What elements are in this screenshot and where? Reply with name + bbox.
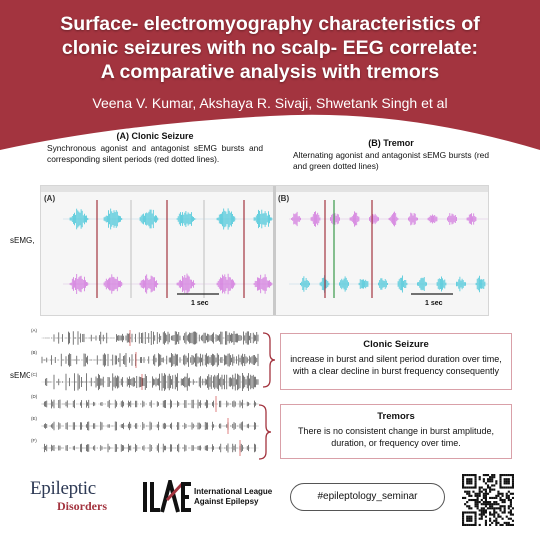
- brace-tremor: [258, 404, 272, 460]
- scale-label-a: 1 sec: [191, 300, 209, 307]
- trace-row: [41, 399, 259, 409]
- trace-label: (C): [31, 372, 38, 377]
- hashtag-pill[interactable]: #epileptology_seminar: [290, 483, 445, 511]
- caption-clonic-seizure: (A) Clonic Seizure Synchronous agonist a…: [47, 131, 263, 165]
- burst-b-top: [388, 211, 399, 227]
- figure-letter-a: (A): [44, 194, 56, 203]
- ilae-mark-icon: [143, 480, 191, 513]
- burst-b-top: [427, 214, 438, 224]
- burst-b-bottom: [378, 278, 388, 290]
- burst-b-top: [291, 211, 301, 227]
- burst-a-bottom: [69, 274, 90, 294]
- ilae-line-1: International League: [194, 487, 273, 496]
- scale-label-b: 1 sec: [425, 300, 443, 307]
- emg-comparison-figure: 1 sec 1 sec (A) (B): [40, 185, 489, 316]
- epileptic-disorders-logo: Epileptic Disorders: [30, 478, 130, 518]
- tremor-box-title: Tremors: [377, 411, 415, 422]
- burst-b-bottom: [339, 276, 349, 292]
- trace-row: [41, 373, 259, 391]
- burst-a-bottom: [176, 273, 197, 295]
- burst-b-top: [330, 213, 340, 225]
- burst-b-top: [310, 211, 321, 227]
- ilae-line-2: Against Epilepsy: [194, 496, 259, 506]
- burst-b-bottom: [300, 276, 310, 292]
- raw-traces-svg: (A) (B) (C) (D) (E) (F): [31, 328, 259, 456]
- burst-a-top: [103, 208, 124, 230]
- caption-b-text: Alternating agonist and antagonist sEMG …: [293, 150, 489, 171]
- clonic-box-text: increase in burst and silent period dura…: [290, 354, 502, 376]
- burst-a-bottom: [139, 274, 160, 294]
- burst-a-top: [216, 208, 237, 230]
- logo-epileptic-text: Epileptic: [30, 478, 96, 499]
- burst-a-top: [176, 211, 197, 227]
- burst-b-bottom: [475, 275, 486, 293]
- title-line-3: A comparative analysis with tremors: [100, 61, 440, 83]
- burst-b-bottom: [397, 275, 408, 293]
- trace-label: (E): [31, 416, 38, 421]
- burst-a-bottom: [103, 274, 124, 294]
- burst-b-top: [408, 212, 418, 226]
- burst-b-top: [447, 213, 457, 225]
- burst-a-bottom: [253, 274, 274, 294]
- brace-clonic: [262, 332, 276, 388]
- trace-row: [41, 443, 259, 453]
- trace-row: [41, 331, 259, 345]
- title-line-2: clonic seizures with no scalp- EEG corre…: [61, 37, 479, 59]
- burst-a-bottom: [216, 273, 237, 295]
- clonic-seizure-box: Clonic Seizure increase in burst and sil…: [280, 333, 512, 390]
- burst-b-bottom: [358, 279, 369, 289]
- trace-label: (F): [31, 438, 37, 443]
- trace-label: (B): [31, 350, 38, 355]
- trace-row: [41, 353, 259, 367]
- semg-label-bottom: sEMG,: [10, 371, 35, 380]
- burst-b-bottom: [417, 277, 427, 291]
- burst-b-bottom: [436, 276, 447, 292]
- qr-code-icon[interactable]: [462, 474, 514, 526]
- trace-label: (A): [31, 328, 38, 333]
- logo-disorders-text: Disorders: [57, 499, 107, 513]
- header-banner: Surface- electromyography characteristic…: [0, 0, 540, 150]
- raw-semg-traces: (A) (B) (C) (D) (E) (F): [30, 326, 262, 464]
- semg-label-top: sEMG,: [10, 236, 35, 245]
- trace-row: [41, 421, 259, 431]
- clonic-box-title: Clonic Seizure: [363, 339, 429, 350]
- caption-a-text: Synchronous agonist and antagonist sEMG …: [47, 143, 263, 164]
- caption-a-title: (A) Clonic Seizure: [116, 131, 194, 141]
- page-title: Surface- electromyography characteristic…: [20, 12, 520, 84]
- tremor-box-text: There is no consistent change in burst a…: [297, 426, 495, 448]
- tremor-box: Tremors There is no consistent change in…: [280, 404, 512, 459]
- authors: Veena V. Kumar, Akshaya R. Sivaji, Shwet…: [92, 95, 448, 111]
- figure-letter-b: (B): [278, 194, 290, 203]
- trace-label: (D): [31, 394, 38, 399]
- emg-traces-svg: 1 sec 1 sec: [41, 186, 488, 315]
- burst-a-top: [69, 208, 90, 230]
- ilae-text: International League Against Epilepsy: [194, 487, 284, 506]
- caption-tremor: (B) Tremor Alternating agonist and antag…: [293, 138, 489, 172]
- ilae-logo: International League Against Epilepsy: [142, 478, 272, 518]
- burst-a-top: [253, 209, 274, 229]
- burst-b-top: [466, 213, 477, 225]
- burst-b-bottom: [456, 276, 466, 292]
- caption-b-title: (B) Tremor: [368, 138, 414, 148]
- burst-a-top: [139, 209, 160, 229]
- burst-b-top: [349, 211, 360, 227]
- header-background: [0, 0, 540, 150]
- title-line-1: Surface- electromyography characteristic…: [60, 13, 480, 35]
